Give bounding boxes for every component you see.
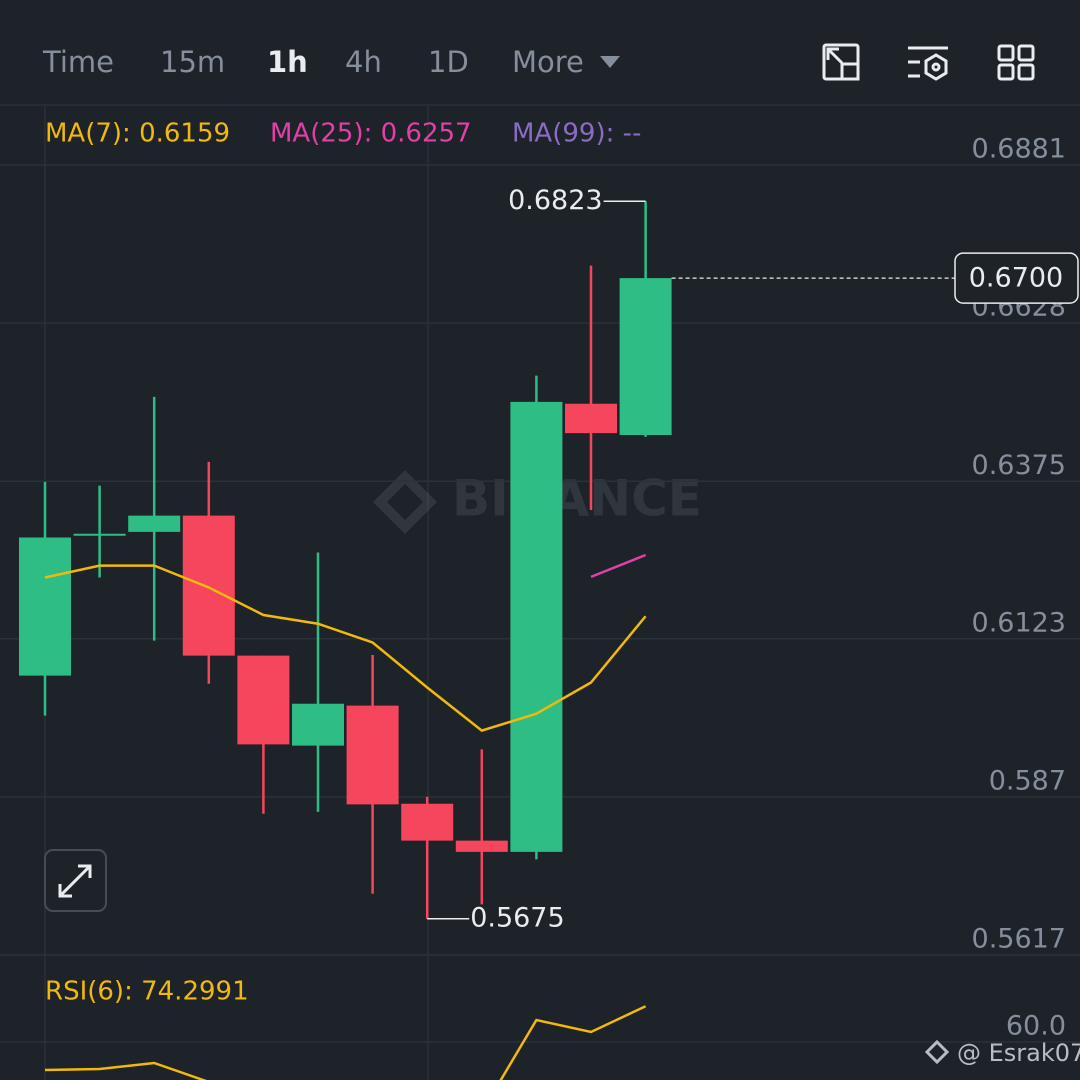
last-price-label: 0.6700 (969, 263, 1063, 294)
y-tick-label: 0.6375 (972, 450, 1066, 481)
legend-entry: MA(25): 0.6257 (270, 119, 472, 149)
overlay: MA(7): 0.6159 MA(25): 0.6257 MA(99): -- 0.6… (45, 119, 1079, 1007)
toolbar: Time 15m 1h 4h 1D More (42, 43, 1035, 81)
high-label: 0.6823 (508, 185, 602, 216)
tab[interactable]: 15m (160, 45, 225, 79)
fullscreen-icon[interactable] (822, 43, 860, 81)
candle-body (565, 403, 617, 434)
expand-button[interactable] (44, 849, 107, 912)
layout-icon[interactable] (997, 44, 1035, 81)
legend-entry: RSI(6): 74.2991 (45, 977, 249, 1007)
tab-active[interactable]: 1h (267, 45, 308, 79)
candle-body (346, 705, 399, 805)
rsi-chart: 60.0 (0, 1005, 1080, 1080)
user-watermark: @ Esrak07 (924, 1039, 1080, 1067)
tab[interactable]: Time (42, 45, 114, 79)
y-tick-label: 0.6123 (972, 607, 1066, 638)
candle-body (292, 703, 344, 746)
candle-body (619, 278, 672, 435)
line-series (44, 564, 647, 733)
legend-entry: MA(7): 0.6159 (45, 119, 230, 149)
logo-watermark: BINANCE (373, 470, 702, 534)
dropdown-arrow[interactable] (600, 56, 620, 68)
candle-body (19, 537, 71, 676)
icon-buttons (822, 43, 1035, 81)
line-series (44, 1005, 647, 1080)
candle-body (455, 840, 508, 852)
candle-body (182, 515, 235, 656)
tab[interactable]: 1D (428, 45, 469, 79)
last-price-box (954, 252, 1079, 304)
logo-text: BINANCE (452, 470, 702, 528)
candle-body (73, 533, 126, 536)
tab[interactable]: 4h (345, 45, 382, 79)
legend-entry: MA(99): -- (512, 119, 641, 149)
line-series (590, 553, 647, 579)
low-label: 0.5675 (470, 902, 564, 933)
y-tick-label: 0.6881 (972, 134, 1066, 165)
candle-body (401, 803, 454, 841)
tab[interactable]: More (512, 45, 584, 79)
y-tick-label: 0.5617 (972, 924, 1066, 955)
settings-icon[interactable] (908, 46, 948, 81)
candle-body (237, 655, 290, 745)
candle-body (510, 401, 563, 852)
watermark-text: @ Esrak07 (957, 1039, 1080, 1067)
candle-body (128, 515, 181, 532)
y-tick-label: 0.587 (989, 765, 1066, 796)
y-tick-label: 60.0 (1006, 1011, 1066, 1042)
